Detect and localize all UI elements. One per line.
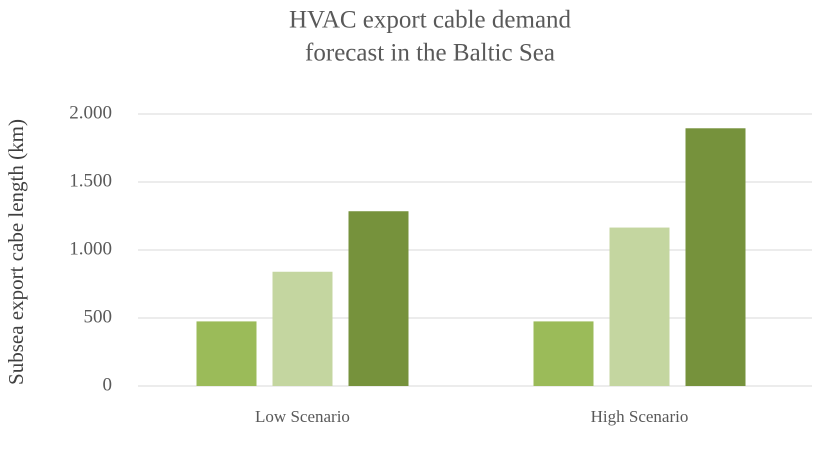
bar bbox=[272, 271, 333, 386]
bar bbox=[609, 227, 670, 386]
chart-title: HVAC export cable demand bbox=[289, 7, 572, 34]
x-tick-label: Low Scenario bbox=[255, 407, 350, 426]
y-tick-label: 0 bbox=[103, 374, 113, 395]
y-tick-label: 2.000 bbox=[69, 102, 112, 123]
y-tick-label: 1.500 bbox=[69, 170, 112, 191]
y-tick-label: 1.000 bbox=[69, 238, 112, 259]
bar bbox=[348, 211, 409, 386]
y-tick-label: 500 bbox=[84, 306, 113, 327]
bar bbox=[533, 321, 594, 386]
bar bbox=[685, 128, 746, 386]
x-tick-label: High Scenario bbox=[591, 407, 689, 426]
chart-title: forecast in the Baltic Sea bbox=[305, 40, 555, 67]
y-axis-label: Subsea export cabe length (km) bbox=[4, 119, 28, 385]
bar bbox=[196, 321, 257, 386]
